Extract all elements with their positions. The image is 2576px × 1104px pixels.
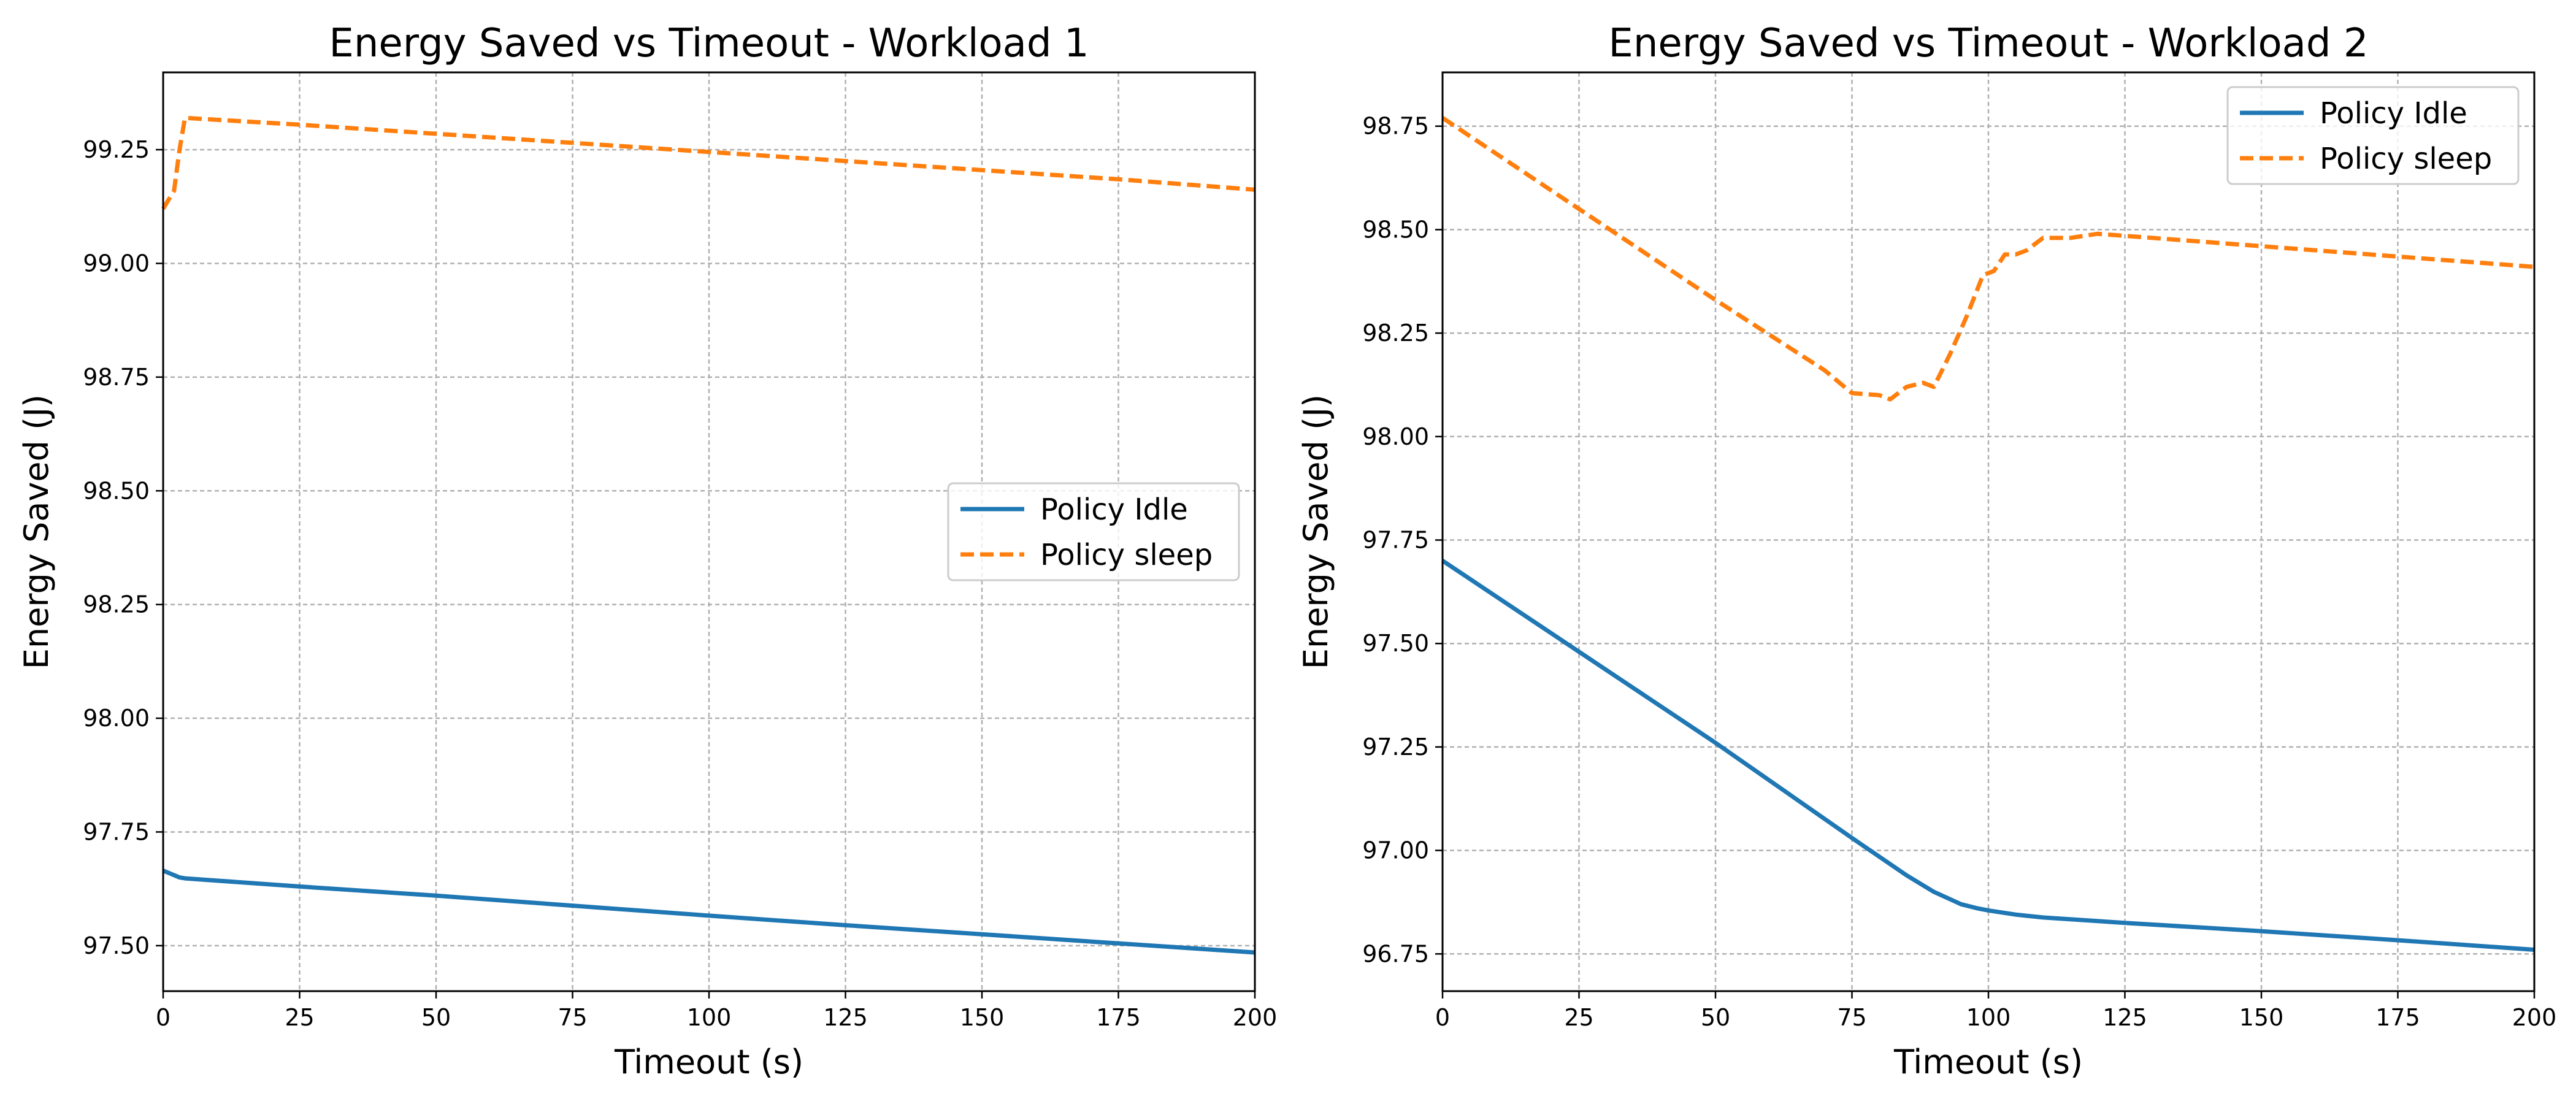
x-tick-label: 75 (558, 1004, 587, 1031)
chart-title: Energy Saved vs Timeout - Workload 1 (329, 21, 1089, 66)
chart-panel-1: 0 25 50 75 100 125 150 175 200 97.50 97.75 98.00 98.… (17, 21, 1277, 1081)
y-tick-label: 99.25 (83, 136, 150, 163)
y-tick-label: 98.25 (1362, 320, 1429, 347)
x-tick-label: 175 (1096, 1004, 1141, 1031)
y-tick-label: 97.50 (83, 932, 150, 959)
x-tick-label: 25 (1564, 1004, 1593, 1031)
y-tick-label: 98.75 (83, 364, 150, 391)
plot-frame (162, 71, 1256, 992)
x-tick-label: 125 (823, 1004, 868, 1031)
y-tick-label: 97.75 (83, 818, 150, 845)
x-tick-label: 200 (2512, 1004, 2557, 1031)
series-line-policy-idle (162, 868, 1255, 955)
x-tick-label: 200 (1233, 1004, 1278, 1031)
legend: Policy Idle Policy sleep (947, 482, 1240, 581)
y-tick-label: 98.50 (1362, 216, 1429, 243)
x-tick-label: 100 (687, 1004, 732, 1031)
legend-label: Policy sleep (2320, 142, 2492, 176)
y-tick-label: 97.25 (1362, 734, 1429, 761)
x-tick-label: 75 (1837, 1004, 1866, 1031)
series-line-policy-sleep (161, 115, 1255, 210)
y-axis-label: Energy Saved (J) (17, 394, 56, 669)
y-axis-label: Energy Saved (J) (1297, 394, 1335, 669)
x-tick-label: 100 (1966, 1004, 2011, 1031)
x-tick-label: 175 (2375, 1004, 2420, 1031)
plot-frame (1441, 71, 2536, 992)
x-tick-label: 150 (2239, 1004, 2284, 1031)
chart-panel-2: 0 25 50 75 100 125 150 175 200 96.75 97.00 97.25 97.… (1297, 21, 2556, 1081)
y-tick-label: 98.25 (83, 591, 150, 618)
y-tick-label: 97.50 (1362, 630, 1429, 657)
y-tick-label: 98.00 (83, 705, 150, 732)
y-tick-label: 99.00 (83, 250, 150, 277)
x-tick-label: 125 (2103, 1004, 2147, 1031)
legend-label: Policy Idle (2320, 96, 2467, 131)
x-tick-label: 150 (960, 1004, 1005, 1031)
legend-label: Policy Idle (1040, 493, 1188, 527)
x-tick-label: 0 (156, 1004, 171, 1031)
y-tick-label: 98.75 (1362, 113, 1429, 140)
y-tick-label: 96.75 (1362, 940, 1429, 967)
series-line-policy-idle (1441, 559, 2535, 952)
x-axis-label: Timeout (s) (1893, 1043, 2083, 1081)
x-tick-label: 25 (285, 1004, 314, 1031)
y-tick-label: 98.00 (1362, 423, 1429, 450)
y-tick-label: 98.50 (83, 477, 150, 504)
legend: Policy Idle Policy sleep (2226, 86, 2520, 185)
legend-label: Policy sleep (1040, 538, 1213, 572)
x-axis-label: Timeout (s) (614, 1043, 803, 1081)
chart-title: Energy Saved vs Timeout - Workload 2 (1608, 21, 2368, 66)
x-tick-label: 0 (1435, 1004, 1450, 1031)
x-tick-label: 50 (1701, 1004, 1730, 1031)
y-tick-label: 97.00 (1362, 837, 1429, 864)
x-tick-label: 50 (421, 1004, 451, 1031)
y-tick-label: 97.75 (1362, 526, 1429, 553)
